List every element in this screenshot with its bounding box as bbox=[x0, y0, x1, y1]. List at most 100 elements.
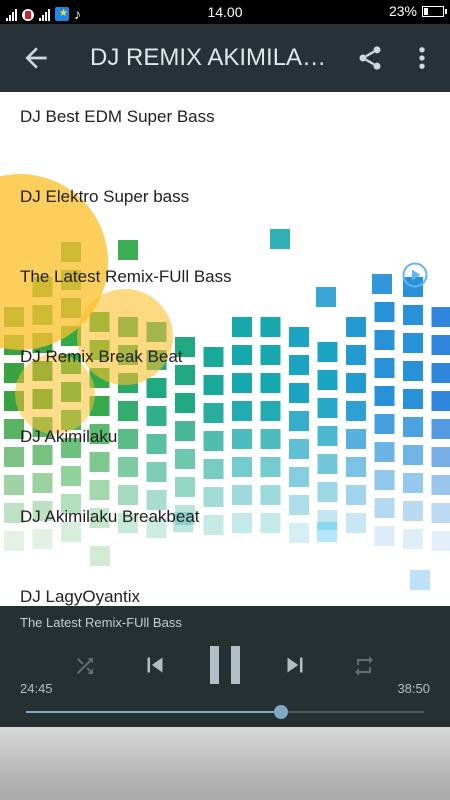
equalizer-square bbox=[260, 373, 281, 393]
equalizer-square bbox=[61, 466, 81, 486]
battery-level bbox=[424, 7, 428, 15]
equalizer-square bbox=[316, 287, 336, 307]
equalizer-square bbox=[372, 274, 392, 294]
equalizer-square bbox=[175, 421, 195, 441]
seek-thumb[interactable] bbox=[273, 705, 288, 719]
equalizer-square bbox=[260, 401, 281, 421]
equalizer-square bbox=[89, 424, 110, 444]
status-bar: ★ ♪ 14.00 23% bbox=[0, 0, 450, 24]
equalizer-square bbox=[4, 503, 24, 523]
equalizer-square bbox=[118, 457, 138, 477]
equalizer-square bbox=[374, 414, 395, 434]
equalizer-square bbox=[32, 445, 53, 465]
pause-icon[interactable] bbox=[205, 644, 245, 686]
song-list[interactable]: DJ Best EDM Super Bass DJ Elektro Super … bbox=[0, 92, 450, 606]
equalizer-square bbox=[203, 515, 224, 535]
equalizer-square bbox=[289, 355, 309, 375]
equalizer-square bbox=[431, 363, 450, 383]
equalizer-square bbox=[317, 510, 338, 530]
equalizer-square bbox=[403, 501, 423, 521]
equalizer-square bbox=[374, 442, 395, 462]
shuffle-icon[interactable] bbox=[73, 654, 97, 678]
equalizer-square bbox=[61, 494, 81, 514]
equalizer-square bbox=[203, 375, 224, 395]
equalizer-square bbox=[203, 431, 224, 451]
list-item[interactable]: DJ Akimilaku Breakbeat bbox=[0, 492, 450, 572]
equalizer-square bbox=[403, 445, 423, 465]
equalizer-square bbox=[232, 401, 252, 421]
song-title: DJ Elektro Super bass bbox=[20, 187, 190, 206]
equalizer-square bbox=[374, 302, 395, 322]
list-item[interactable]: DJ Remix Break Beat bbox=[0, 332, 450, 412]
equalizer-square bbox=[346, 485, 366, 505]
equalizer-square bbox=[90, 546, 110, 566]
more-vert-icon[interactable] bbox=[412, 44, 432, 72]
equalizer-square bbox=[203, 459, 224, 479]
equalizer-square bbox=[374, 498, 395, 518]
song-title: DJ Best EDM Super Bass bbox=[20, 107, 215, 126]
total-time: 38:50 bbox=[397, 681, 430, 696]
store-icon: ★ bbox=[55, 7, 69, 21]
equalizer-square bbox=[146, 462, 167, 482]
equalizer-square bbox=[232, 485, 252, 505]
equalizer-square bbox=[260, 513, 281, 533]
music-player: The Latest Remix-FUll Bass 24:45 38:50 bbox=[0, 606, 450, 727]
seek-bar[interactable] bbox=[26, 705, 424, 719]
equalizer-square bbox=[317, 454, 338, 474]
equalizer-square bbox=[146, 518, 167, 538]
equalizer-square bbox=[232, 429, 252, 449]
equalizer-square bbox=[32, 473, 53, 493]
skip-next-icon[interactable] bbox=[280, 650, 310, 680]
equalizer-square bbox=[346, 513, 366, 533]
equalizer-square bbox=[146, 434, 167, 454]
equalizer-square bbox=[403, 473, 423, 493]
song-title: DJ Akimilaku bbox=[20, 427, 118, 446]
equalizer-square bbox=[175, 337, 195, 357]
equalizer-square bbox=[431, 419, 450, 439]
skip-previous-icon[interactable] bbox=[140, 650, 170, 680]
equalizer-square bbox=[32, 529, 53, 549]
arrow-back-icon[interactable] bbox=[20, 42, 52, 74]
equalizer-square bbox=[118, 485, 138, 505]
equalizer-square bbox=[317, 482, 338, 502]
list-item[interactable]: DJ Best EDM Super Bass bbox=[0, 92, 450, 172]
battery-icon bbox=[422, 5, 447, 17]
list-item[interactable]: The Latest Remix-FUll Bass bbox=[0, 252, 450, 332]
equalizer-square bbox=[289, 495, 309, 515]
equalizer-square bbox=[118, 240, 138, 260]
equalizer-square bbox=[317, 398, 338, 418]
equalizer-square bbox=[403, 361, 423, 381]
list-item[interactable]: DJ Akimilaku bbox=[0, 412, 450, 492]
equalizer-square bbox=[431, 391, 450, 411]
list-item[interactable]: DJ Elektro Super bass bbox=[0, 172, 450, 252]
equalizer-square bbox=[232, 345, 252, 365]
battery-percent: 23% bbox=[388, 3, 417, 19]
equalizer-square bbox=[346, 457, 366, 477]
equalizer-square bbox=[403, 305, 423, 325]
equalizer-square bbox=[410, 570, 430, 590]
equalizer-square bbox=[403, 333, 423, 353]
equalizer-square bbox=[173, 512, 193, 532]
equalizer-square bbox=[260, 457, 281, 477]
equalizer-square bbox=[175, 477, 195, 497]
notification-app-icon bbox=[22, 9, 34, 21]
list-item[interactable]: DJ LagyOyantix bbox=[0, 572, 450, 606]
equalizer-square bbox=[317, 426, 338, 446]
play-circle-icon[interactable] bbox=[402, 262, 428, 288]
equalizer-square bbox=[89, 480, 110, 500]
equalizer-square bbox=[61, 438, 81, 458]
seek-progress bbox=[26, 711, 281, 713]
equalizer-square bbox=[232, 373, 252, 393]
song-title: DJ Remix Break Beat bbox=[20, 347, 183, 366]
now-playing-title: The Latest Remix-FUll Bass bbox=[20, 615, 182, 630]
equalizer-square bbox=[403, 389, 423, 409]
equalizer-square bbox=[260, 485, 281, 505]
share-icon[interactable] bbox=[356, 44, 384, 72]
equalizer-square bbox=[32, 501, 53, 521]
repeat-icon[interactable] bbox=[352, 654, 376, 678]
equalizer-square bbox=[89, 452, 110, 472]
equalizer-square bbox=[118, 401, 138, 421]
equalizer-square bbox=[61, 522, 81, 542]
equalizer-square bbox=[431, 475, 450, 495]
equalizer-square bbox=[203, 347, 224, 367]
